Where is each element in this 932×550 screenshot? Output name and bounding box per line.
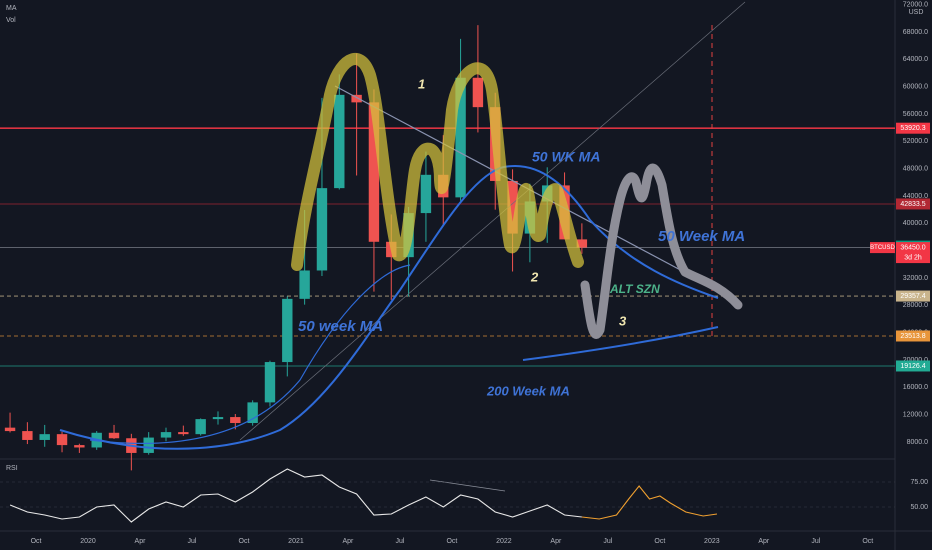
candle-body xyxy=(299,270,310,299)
y-tick-label: 68000.0 xyxy=(903,29,928,36)
candle-body xyxy=(472,77,484,108)
candle-body xyxy=(576,239,588,248)
price-level-label: 19126.4 xyxy=(900,363,925,370)
price-axis-panel xyxy=(895,0,932,550)
symbol-box xyxy=(870,242,895,254)
highlight-stroke xyxy=(291,53,584,271)
candle-body xyxy=(39,434,50,440)
x-tick-label: Apr xyxy=(135,538,147,545)
currency-label: USD xyxy=(909,9,924,16)
countdown-label: 3d 2h xyxy=(904,254,922,261)
rsi-title: RSI xyxy=(6,465,18,472)
x-tick-label: 2021 xyxy=(288,538,304,545)
x-tick-label: Oct xyxy=(239,538,250,545)
x-tick-label: Jul xyxy=(188,538,197,545)
candle-body xyxy=(178,432,189,435)
candle-body xyxy=(108,432,120,439)
x-tick-label: Jul xyxy=(603,538,612,545)
x-tick-label: Oct xyxy=(31,538,42,545)
candle-body xyxy=(22,431,33,440)
x-tick-label: Apr xyxy=(758,538,770,545)
y-tick-label: 56000.0 xyxy=(903,111,928,118)
annotation: 50 WK MA xyxy=(532,149,600,165)
annotation: ALT SZN xyxy=(609,282,660,296)
candle-body xyxy=(74,445,85,448)
candle-body xyxy=(160,432,172,438)
annotation: 50 Week MA xyxy=(658,228,745,245)
y-tick-label: 48000.0 xyxy=(903,166,928,173)
candle-body xyxy=(264,362,276,403)
y-tick-label: 72000.0 xyxy=(903,1,928,8)
candle-body xyxy=(316,188,328,271)
price-level-label: 53920.3 xyxy=(900,125,925,132)
indicator-label: Vol xyxy=(6,17,16,24)
price-level-label: 23513.8 xyxy=(900,333,925,340)
symbol-label: BTCUSD xyxy=(870,245,895,251)
x-tick-label: Oct xyxy=(862,538,873,545)
x-tick-label: Jul xyxy=(811,538,820,545)
candle-body xyxy=(351,94,362,103)
candle-body xyxy=(195,419,206,435)
ma-curve xyxy=(59,164,719,450)
candle-body xyxy=(368,102,380,242)
y-tick-label: 12000.0 xyxy=(903,412,928,419)
annotation: 200 Week MA xyxy=(486,383,570,398)
x-tick-label: Jul xyxy=(395,538,404,545)
x-tick-label: Apr xyxy=(342,538,354,545)
candle-body xyxy=(230,417,241,424)
y-tick-label: 40000.0 xyxy=(903,220,928,227)
x-tick-label: Apr xyxy=(550,538,562,545)
x-tick-label: 2023 xyxy=(704,538,720,545)
y-tick-label: 64000.0 xyxy=(903,56,928,63)
x-tick-label: Oct xyxy=(654,538,665,545)
candle-body xyxy=(247,402,258,424)
annotation: 50 week MA xyxy=(298,318,383,335)
y-tick-label: 16000.0 xyxy=(903,384,928,391)
indicator-label: MA xyxy=(6,5,17,12)
last-price-label: 36450.0 xyxy=(900,244,925,251)
price-level-box xyxy=(896,198,930,210)
rsi-line xyxy=(581,485,718,520)
price-level-box xyxy=(896,360,930,372)
candle-body xyxy=(420,174,432,214)
candle-body xyxy=(212,417,224,420)
y-tick-label: 8000.0 xyxy=(907,439,929,446)
candle-body xyxy=(143,437,154,453)
candle-body xyxy=(56,434,68,446)
candle-body xyxy=(4,427,16,432)
y-tick-label: 20000.0 xyxy=(903,357,928,364)
projection-stroke xyxy=(580,163,743,339)
price-level-label: 42833.5 xyxy=(900,201,925,208)
y-tick-label: 52000.0 xyxy=(903,138,928,145)
drawings xyxy=(59,1,746,492)
y-tick-label: 28000.0 xyxy=(903,302,928,309)
price-level-box xyxy=(896,290,930,302)
y-tick-label: 60000.0 xyxy=(903,83,928,90)
y-tick-label: 32000.0 xyxy=(903,275,928,282)
rsi-line xyxy=(9,468,582,523)
candle-body xyxy=(334,94,345,189)
ma-curve xyxy=(522,326,719,361)
last-price-box xyxy=(896,242,930,264)
annotation: 3 xyxy=(619,313,627,328)
rsi-trend-line xyxy=(429,479,506,492)
y-tick-label: 75.00 xyxy=(910,479,928,486)
x-tick-label: 2020 xyxy=(80,538,96,545)
candle-body xyxy=(282,298,293,363)
y-tick-label: 44000.0 xyxy=(903,193,928,200)
annotation: 2 xyxy=(530,269,539,284)
x-tick-label: Oct xyxy=(446,538,457,545)
x-tick-label: 2022 xyxy=(496,538,512,545)
ma-curve xyxy=(89,264,411,444)
price-level-label: 29357.4 xyxy=(900,293,925,300)
annotation: 1 xyxy=(418,76,425,91)
candle-body xyxy=(455,77,466,198)
price-level-box xyxy=(896,122,930,134)
y-tick-label: 50.00 xyxy=(910,504,928,511)
candle-body xyxy=(507,180,518,234)
trend-line xyxy=(239,1,746,441)
price-level-box xyxy=(896,330,930,342)
